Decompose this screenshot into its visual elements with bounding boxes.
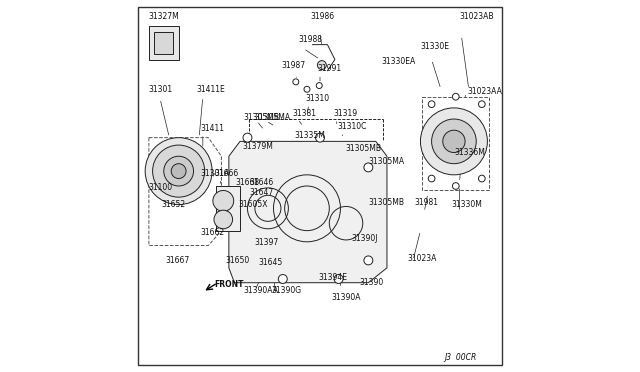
Text: 31390A: 31390A xyxy=(331,293,361,302)
Text: 31319: 31319 xyxy=(333,109,357,118)
Circle shape xyxy=(334,275,343,283)
Text: 31645: 31645 xyxy=(259,258,283,267)
Text: 31330M: 31330M xyxy=(451,200,482,209)
Circle shape xyxy=(431,119,476,164)
Text: 31667: 31667 xyxy=(166,256,190,265)
Text: 31605X: 31605X xyxy=(238,200,268,209)
FancyBboxPatch shape xyxy=(138,7,502,365)
Text: 31100: 31100 xyxy=(149,183,173,192)
Circle shape xyxy=(479,101,485,108)
Text: 31305MA: 31305MA xyxy=(255,113,291,122)
Text: 31666: 31666 xyxy=(214,169,238,178)
Circle shape xyxy=(293,79,299,85)
Text: 31988: 31988 xyxy=(298,35,323,44)
Text: 31390AA: 31390AA xyxy=(244,286,279,295)
Polygon shape xyxy=(216,186,240,231)
Text: 31023AB: 31023AB xyxy=(460,12,494,21)
Text: 31981: 31981 xyxy=(415,198,439,207)
Text: 31647: 31647 xyxy=(250,188,273,197)
Circle shape xyxy=(172,164,186,179)
Text: 31327M: 31327M xyxy=(149,12,180,21)
Circle shape xyxy=(164,156,193,186)
Text: 31662: 31662 xyxy=(200,228,225,237)
Circle shape xyxy=(317,61,326,70)
Circle shape xyxy=(364,163,373,172)
Text: 31381: 31381 xyxy=(292,109,316,118)
Text: 31336M: 31336M xyxy=(454,148,486,157)
Polygon shape xyxy=(229,141,387,283)
Text: 31330EA: 31330EA xyxy=(381,57,415,66)
Text: 31335M: 31335M xyxy=(294,131,325,140)
Circle shape xyxy=(152,145,205,197)
Circle shape xyxy=(428,175,435,182)
Circle shape xyxy=(316,83,322,89)
Text: 31991: 31991 xyxy=(317,64,341,73)
Circle shape xyxy=(452,93,459,100)
Text: 31301: 31301 xyxy=(149,85,173,94)
Text: 31305MA: 31305MA xyxy=(369,157,404,166)
Text: FRONT: FRONT xyxy=(215,280,244,289)
Circle shape xyxy=(145,138,212,205)
Text: 31394E: 31394E xyxy=(318,273,347,282)
Text: 31023AA: 31023AA xyxy=(467,87,502,96)
Text: 31305MB: 31305MB xyxy=(346,144,381,153)
Text: 31652: 31652 xyxy=(162,200,186,209)
Circle shape xyxy=(428,101,435,108)
Circle shape xyxy=(479,175,485,182)
Text: 31023A: 31023A xyxy=(408,254,436,263)
Text: 31310C: 31310C xyxy=(337,122,367,131)
Text: 31390J: 31390J xyxy=(351,234,378,243)
Text: 31411: 31411 xyxy=(200,124,224,133)
Text: 31390G: 31390G xyxy=(271,286,302,295)
Text: 31650: 31650 xyxy=(225,256,250,265)
Text: 31379M: 31379M xyxy=(243,142,273,151)
Text: 31390: 31390 xyxy=(359,278,383,287)
Circle shape xyxy=(278,275,287,283)
Circle shape xyxy=(420,108,488,175)
Circle shape xyxy=(243,133,252,142)
Text: 31986: 31986 xyxy=(310,12,335,21)
Text: 31310: 31310 xyxy=(306,94,330,103)
Circle shape xyxy=(443,130,465,153)
Text: 31301A: 31301A xyxy=(200,169,230,178)
Polygon shape xyxy=(154,32,173,54)
Text: 31305MB: 31305MB xyxy=(244,113,280,122)
Circle shape xyxy=(304,86,310,92)
Text: 31646: 31646 xyxy=(250,178,273,187)
Text: J3  00CR: J3 00CR xyxy=(445,353,477,362)
Circle shape xyxy=(213,190,234,211)
Text: 31411E: 31411E xyxy=(196,85,225,94)
Circle shape xyxy=(214,210,232,229)
Circle shape xyxy=(364,256,373,265)
Text: 31987: 31987 xyxy=(281,61,305,70)
Text: 31668: 31668 xyxy=(235,178,259,187)
Text: 31305MB: 31305MB xyxy=(369,198,404,207)
Text: 31397: 31397 xyxy=(255,238,279,247)
Circle shape xyxy=(316,133,324,142)
Text: 31330E: 31330E xyxy=(420,42,449,51)
Polygon shape xyxy=(149,26,179,60)
Circle shape xyxy=(452,183,459,189)
